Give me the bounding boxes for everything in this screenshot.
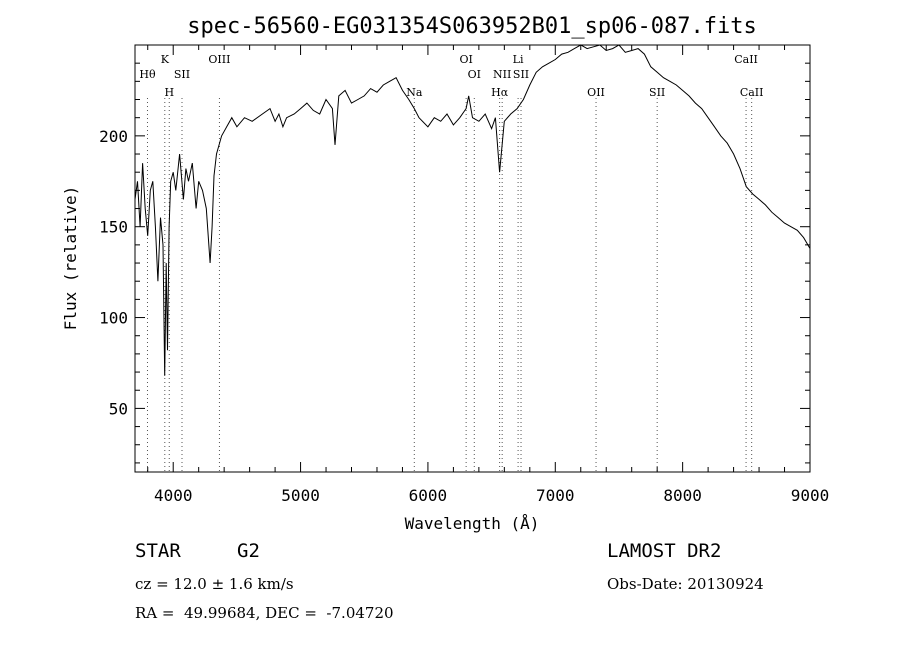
redshift-velocity: cz = 12.0 ± 1.6 km/s [135,575,294,593]
line-marker-label: Na [406,86,423,99]
line-marker-label: SII [513,68,529,81]
y-axis-label: Flux (relative) [61,186,80,331]
x-tick-label: 6000 [409,486,448,505]
plot-frame [134,44,811,473]
line-marker-label: Hθ [139,68,156,81]
line-marker-label: OII [587,86,605,99]
line-marker-label: Hα [491,86,509,99]
line-marker-label: K [161,53,170,66]
x-tick-label: 5000 [281,486,320,505]
line-marker-label: SII [174,68,190,81]
x-tick-label: 8000 [663,486,702,505]
line-marker-label: OIII [208,53,230,66]
survey-name: LAMOST DR2 [607,540,722,562]
line-marker-label: CaII [734,53,758,66]
line-marker-label: OI [468,68,481,81]
observation-date: Obs-Date: 20130924 [607,575,764,593]
x-axis-label: Wavelength (Å) [405,514,540,533]
object-subclass: G2 [237,540,260,562]
line-marker-label: Li [513,53,524,66]
line-marker-label: H [164,86,174,99]
y-tick-label: 50 [109,399,128,418]
line-marker-label: CaII [740,86,764,99]
spectrum-line [134,44,811,376]
x-tick-label: 9000 [791,486,830,505]
object-class: STAR [135,540,181,562]
y-tick-label: 200 [99,127,128,146]
line-marker-label: OI [459,53,472,66]
chart-title: spec-56560-EG031354S063952B01_sp06-087.f… [187,14,757,39]
x-axis: 4000 5000 6000 7000 8000 9000 [147,45,830,505]
x-tick-label: 7000 [536,486,575,505]
ra-dec-coordinates: RA = 49.99684, DEC = -7.04720 [135,604,394,622]
y-tick-label: 100 [99,309,128,328]
x-tick-label: 4000 [154,486,193,505]
line-marker-label: SII [649,86,665,99]
y-axis: 50 100 150 200 [99,62,810,464]
line-marker-label: NII [493,68,511,81]
y-tick-label: 150 [99,218,128,237]
